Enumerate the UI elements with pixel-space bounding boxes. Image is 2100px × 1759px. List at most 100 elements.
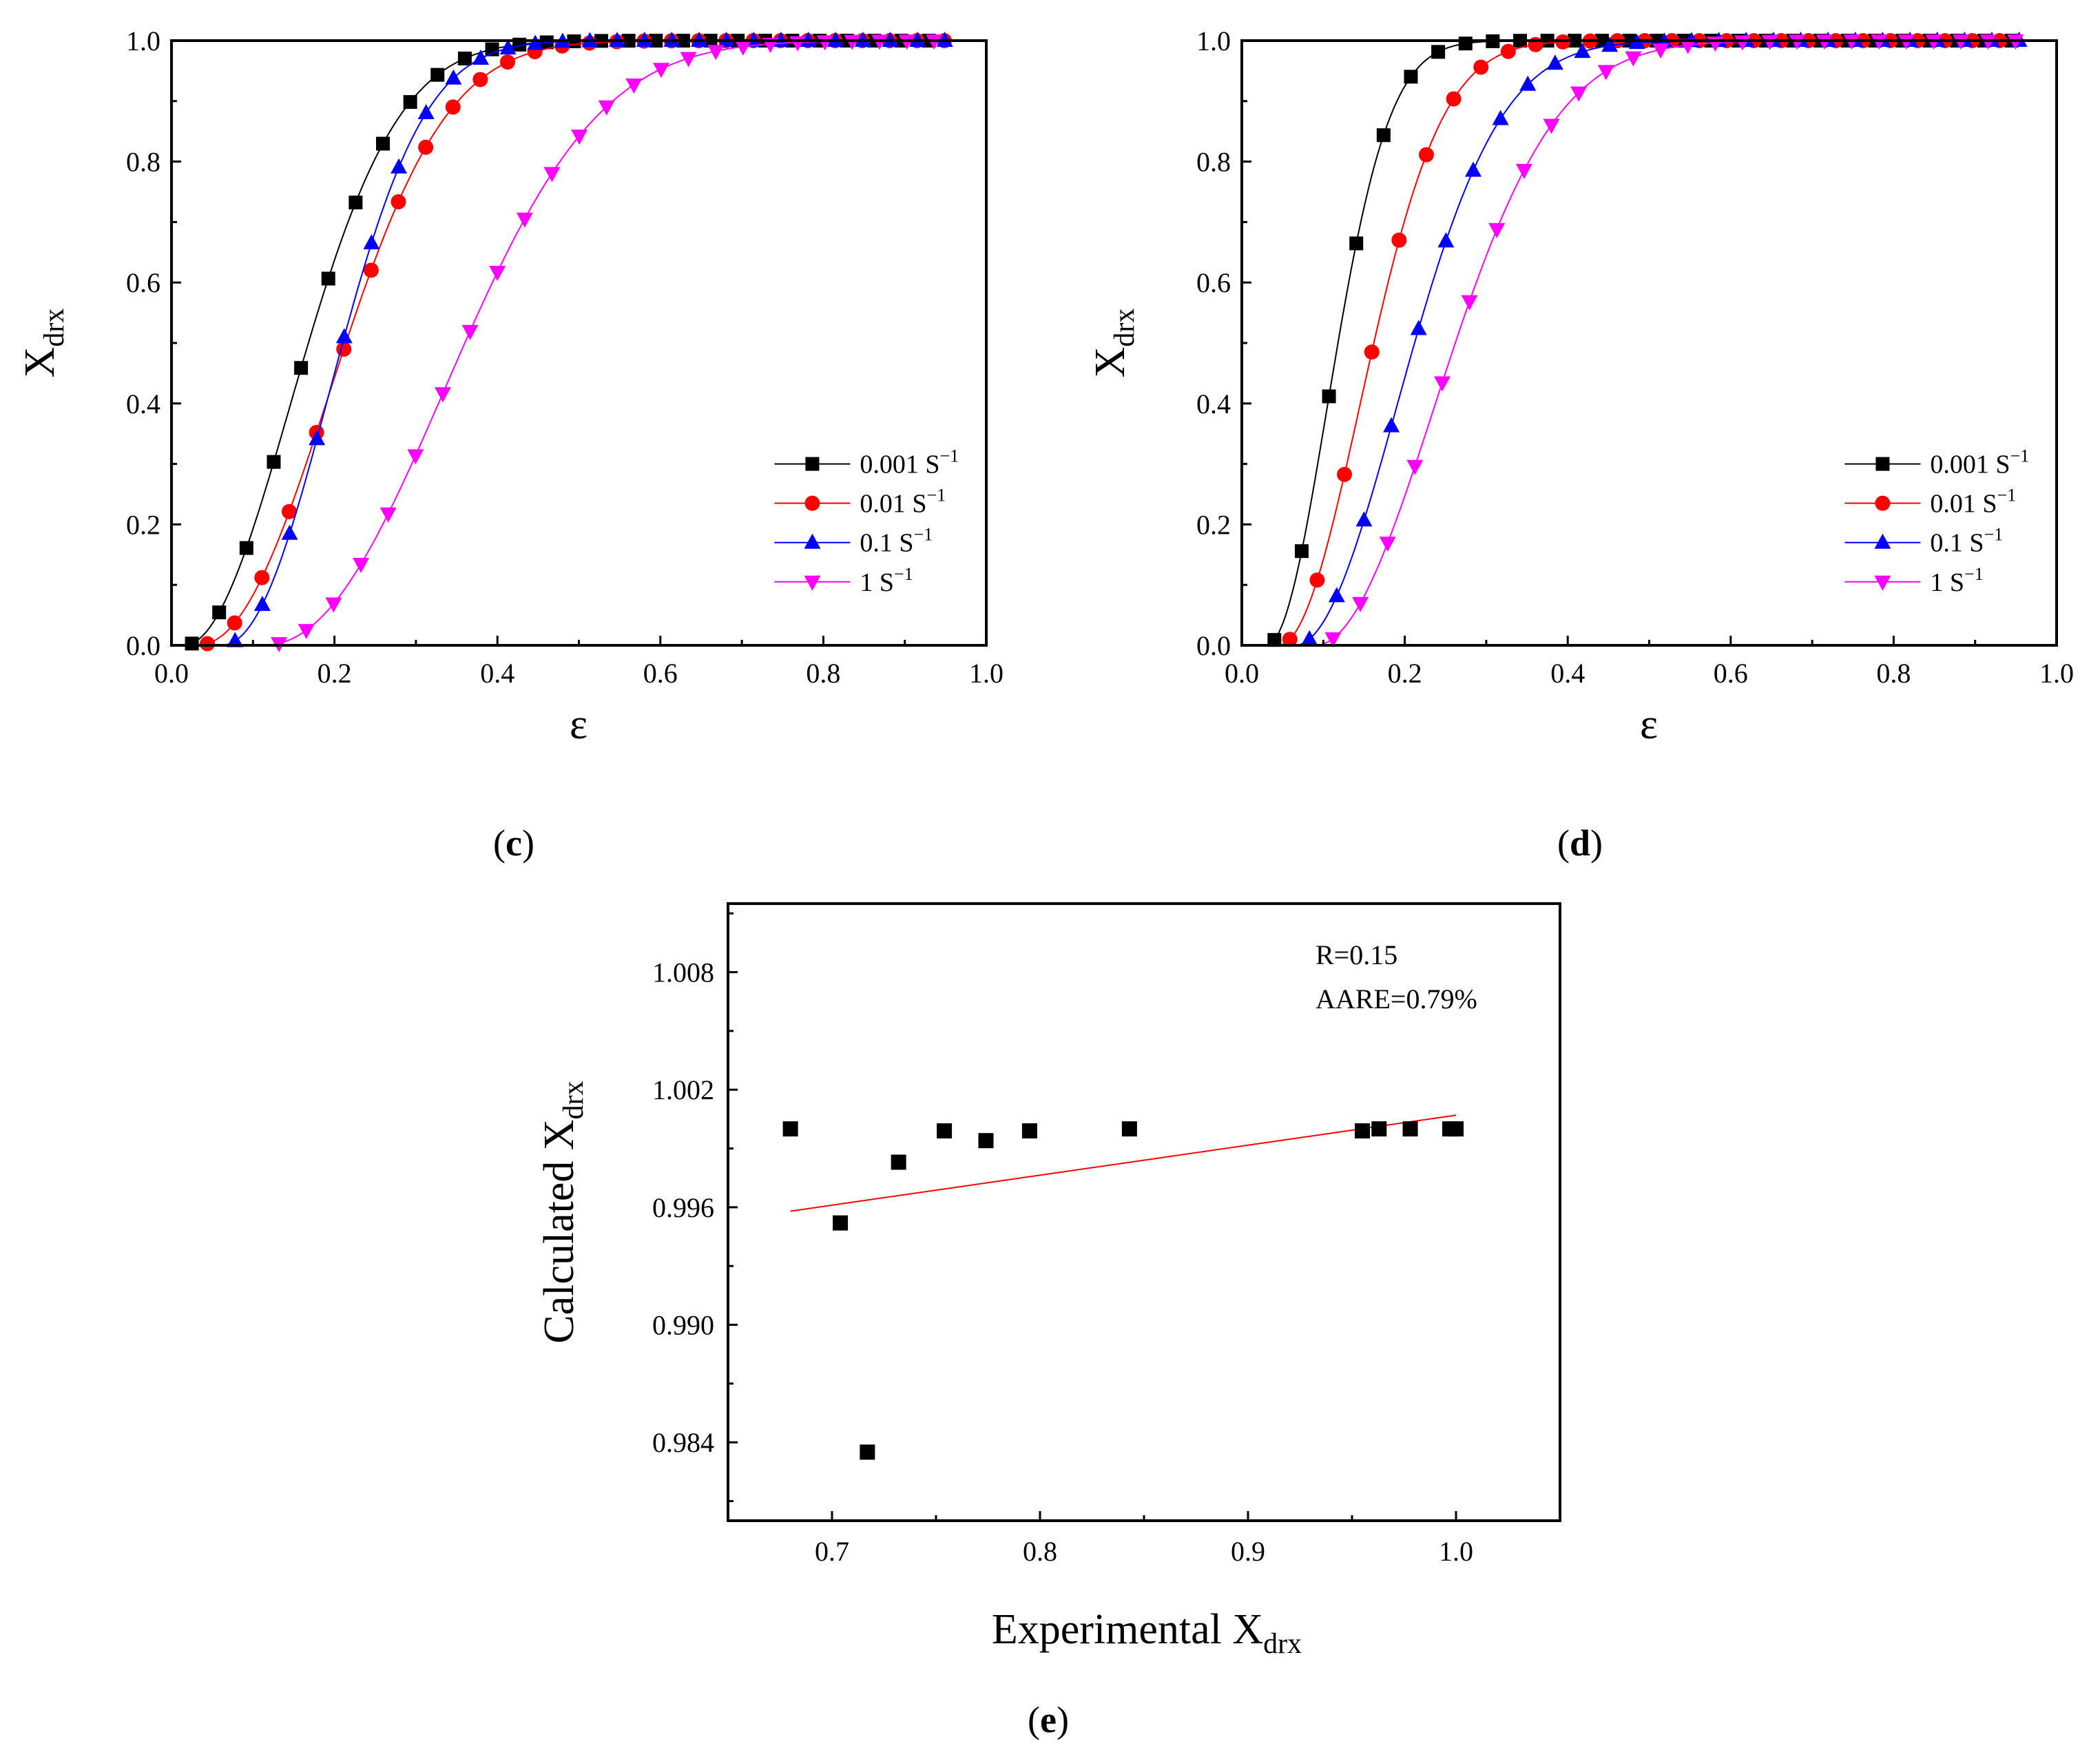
panel-c-series-2-point bbox=[391, 158, 408, 174]
panel-c-series-0-point bbox=[403, 95, 417, 110]
panel-c-series-1-point bbox=[200, 636, 216, 652]
panel-d-series-3-point bbox=[1789, 34, 1806, 50]
panel-d-series-3-point bbox=[2007, 34, 2024, 50]
panel-c-series-0-point bbox=[375, 136, 390, 151]
panel-c-series-1-point bbox=[363, 262, 379, 278]
panel-e-y-axis-title: Calculated Xdrx bbox=[536, 1081, 590, 1343]
panel-e-x-axis-title: Experimental Xdrx bbox=[992, 1606, 1302, 1660]
panel-c-series-3-markers bbox=[271, 34, 943, 653]
panel-e-data-point bbox=[1448, 1121, 1464, 1137]
panel-c-series-3-point bbox=[871, 34, 888, 50]
panel-c-series-2-point bbox=[527, 34, 544, 50]
panel-d-series-3-point bbox=[1434, 376, 1451, 392]
panel-d-series-0-point bbox=[1458, 37, 1473, 51]
panel-d-series-3-point bbox=[1816, 34, 1833, 50]
panel-c-legend-marker-2 bbox=[804, 533, 821, 549]
panel-d-series-0-point bbox=[1431, 45, 1446, 59]
panel-d-series-1-point bbox=[1337, 466, 1353, 482]
panel-c-series-0-point bbox=[321, 271, 335, 286]
panel-d-series-3-point bbox=[1979, 34, 1997, 50]
panel-d-series-3-point bbox=[1324, 632, 1342, 648]
panel-c-series-2-point bbox=[335, 328, 353, 344]
panel-c-series-1-point bbox=[227, 615, 242, 631]
panel-d-legend: 0.001 S−1 0.01 S−1 0.1 S−1 1 S−1 bbox=[1844, 446, 2029, 597]
panel-c-series-1-point bbox=[445, 99, 461, 115]
panel-c-series-3-point bbox=[489, 265, 506, 281]
panel-d-series-3-point bbox=[1379, 537, 1396, 552]
panel-d-series-2-point bbox=[1410, 320, 1427, 335]
panel-d-y-tick-label: 0.0 bbox=[1196, 630, 1231, 661]
panel-e-chart: 0.7 0.8 0.9 1.0 0.984 0.990 0.996 1.002 1.008 R=… bbox=[536, 902, 1561, 1740]
panel-c-series-3-point bbox=[816, 35, 833, 51]
panel-d-series-2-point bbox=[1355, 511, 1373, 527]
panel-d-x-tick-label: 0.4 bbox=[1550, 658, 1585, 689]
panel-d-x-tick-label: 0.0 bbox=[1225, 658, 1259, 689]
panel-e-y-tick-label: 0.984 bbox=[652, 1427, 714, 1458]
panel-d-series-2-point bbox=[1464, 161, 1482, 177]
panel-c-x-tick-label: 0.0 bbox=[154, 658, 189, 689]
panel-c-series-0-point bbox=[430, 67, 445, 82]
panel-e-data-point bbox=[1402, 1121, 1418, 1137]
panel-d-series-0-point bbox=[1322, 389, 1336, 404]
panel-d-series-3-point bbox=[1406, 459, 1424, 475]
panel-c-series-0-point bbox=[185, 636, 199, 651]
panel-d-series-2-point bbox=[1328, 587, 1345, 603]
panel-e-data-point bbox=[1121, 1121, 1137, 1137]
panel-e-y-tick-label: 1.002 bbox=[652, 1074, 714, 1105]
panel-d-series-2-point bbox=[1546, 54, 1563, 70]
panel-d-series-2-point bbox=[1574, 43, 1591, 59]
panel-c-series-3-point bbox=[625, 78, 643, 94]
panel-d-series-3-point bbox=[1488, 222, 1506, 238]
panel-e-data-point bbox=[978, 1133, 994, 1149]
panel-d-series-3-point bbox=[1898, 34, 1915, 50]
panel-c-series-0-point bbox=[457, 51, 472, 65]
panel-d-series-1-point bbox=[1473, 59, 1489, 75]
panel-c-series-3-point bbox=[325, 597, 342, 613]
panel-d-series-0-point bbox=[1349, 236, 1364, 251]
panel-d-y-axis-title: Xdrx bbox=[1087, 309, 1141, 378]
panel-c-series-3-point bbox=[926, 34, 943, 50]
panel-d-series-3-point bbox=[1952, 34, 1969, 50]
panel-d-series-1-point bbox=[1500, 43, 1516, 59]
panel-e-y-tick-label: 0.990 bbox=[652, 1310, 714, 1341]
panel-c-legend: 0.001 S−1 0.01 S−1 0.1 S−1 1 S−1 bbox=[774, 446, 959, 597]
panel-c-series-3-point bbox=[353, 558, 370, 574]
panel-d-x-tick-label: 1.0 bbox=[2039, 658, 2074, 689]
panel-e-y-tick-label: 1.008 bbox=[652, 957, 714, 988]
panel-d-legend-label-3: 1 S−1 bbox=[1930, 564, 1983, 597]
panel-d-legend-label-2: 0.1 S−1 bbox=[1930, 525, 2003, 558]
panel-e-data-point bbox=[1371, 1121, 1387, 1137]
panel-e-annotation-r: R=0.15 bbox=[1316, 939, 1397, 970]
panel-c-legend-marker-3 bbox=[804, 575, 821, 591]
panel-d-series-1-point bbox=[1528, 37, 1543, 52]
panel-e-data-point bbox=[782, 1121, 798, 1137]
panel-c-series-3-point bbox=[734, 40, 751, 56]
panel-c-x-tick-label: 0.4 bbox=[480, 658, 514, 689]
panel-c-y-tick-label: 1.0 bbox=[126, 25, 160, 56]
panel-c-series-0-point bbox=[349, 196, 363, 210]
panel-c-series-1-point bbox=[472, 72, 488, 87]
panel-d-series-3-point bbox=[1843, 34, 1860, 50]
panel-c-legend-label-3: 1 S−1 bbox=[860, 564, 913, 597]
panel-d-series-3-point bbox=[1871, 34, 1888, 50]
panel-e-data-point bbox=[860, 1444, 875, 1460]
panel-c-series-0-point bbox=[485, 42, 499, 56]
panel-d-series-1-point bbox=[1282, 632, 1298, 647]
panel-c-series-1-point bbox=[499, 54, 515, 70]
panel-d-x-axis-title: ε bbox=[1640, 701, 1658, 748]
panel-d-series-2-point bbox=[1437, 232, 1455, 248]
panel-d-series-3-point bbox=[1652, 43, 1670, 59]
panel-c-series-3-point bbox=[407, 449, 424, 465]
panel-d-chart: 0.0 0.2 0.4 0.6 0.8 1.0 0.0 0.2 0.4 0.6 0.8 1.0 0.0… bbox=[1087, 25, 2074, 864]
panel-c-y-tick-label: 0.8 bbox=[126, 147, 160, 178]
panel-e-label: (e) bbox=[1028, 1699, 1069, 1740]
panel-d-y-tick-label: 1.0 bbox=[1196, 25, 1231, 56]
panel-d-series-0-point bbox=[1376, 128, 1391, 143]
panel-c-series-2-point bbox=[253, 595, 271, 611]
panel-c-y-tick-label: 0.4 bbox=[126, 388, 160, 419]
panel-d-y-tick-label: 0.4 bbox=[1196, 388, 1231, 419]
panel-c-series-3-point bbox=[652, 63, 669, 79]
panel-d-series-3-point bbox=[1461, 295, 1478, 311]
panel-c-series-3-point bbox=[516, 212, 533, 228]
